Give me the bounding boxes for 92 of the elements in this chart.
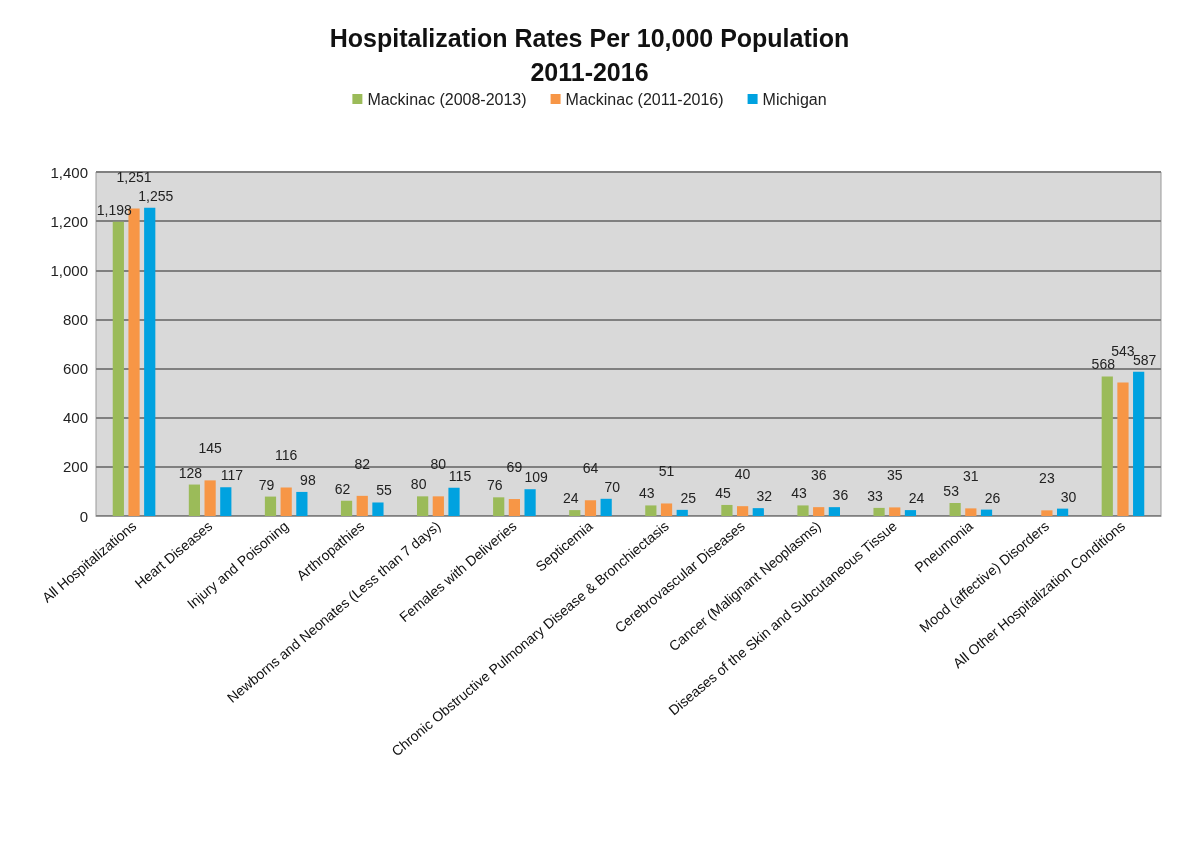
bar [417,496,429,516]
data-label: 1,251 [116,168,152,185]
bar [949,502,961,516]
data-label: 62 [334,480,351,497]
bar [1041,510,1053,516]
bar [660,503,673,516]
data-label: 79 [258,476,275,493]
data-label: 109 [524,469,548,486]
bar [676,509,688,516]
data-label: 43 [791,485,807,502]
data-label: 117 [220,467,244,484]
y-tick-label: 1,400 [50,163,88,181]
bar [296,491,308,516]
bar [980,509,993,516]
y-tick-label: 200 [62,458,88,476]
data-label: 43 [639,485,655,502]
data-label: 568 [1091,356,1116,373]
legend-label: Mackinac (2008-2013) [367,90,527,108]
legend-label: Michigan [762,90,827,108]
bar [904,510,917,516]
bar [1101,376,1113,516]
data-label: 76 [486,477,503,494]
data-label: 98 [300,471,316,488]
bar [220,487,232,516]
data-label: 33 [867,487,884,504]
data-label: 145 [198,440,222,457]
bar [356,495,368,516]
bar [721,504,733,516]
bar [524,489,536,516]
data-label: 128 [178,464,203,481]
data-label: 55 [376,482,392,499]
bar [873,507,885,516]
y-tick-label: 600 [62,360,88,378]
data-label: 36 [832,487,849,504]
data-label: 53 [943,482,960,499]
data-label: 45 [715,484,731,501]
bar [264,496,277,516]
bar [508,499,520,516]
bar [797,505,809,516]
bar [188,484,201,516]
bar [493,497,505,516]
y-tick-label: 800 [62,310,88,328]
chart-title: Hospitalization Rates Per 10,000 Population 2011-2016 [329,24,850,86]
data-label: 24 [908,490,925,507]
bar [600,498,612,516]
bar [965,508,977,516]
legend-label: Mackinac (2011-2016) [565,90,724,108]
y-tick-label: 1,000 [50,261,88,279]
data-label: 80 [430,456,447,473]
data-label: 40 [734,466,751,483]
bar [752,508,764,516]
bar [372,502,384,516]
bar [828,507,840,516]
bar [112,221,124,516]
data-label: 30 [1060,488,1077,505]
bar [204,480,216,516]
bar [144,207,156,516]
data-label: 82 [354,455,371,472]
bar [889,507,901,516]
y-tick-label: 0 [79,507,88,525]
data-label: 35 [886,467,903,484]
bar [432,496,444,516]
data-label: 80 [410,476,427,493]
data-label: 26 [984,489,1001,506]
data-label: 24 [562,490,579,507]
data-label: 23 [1039,470,1055,487]
bar [1117,382,1129,516]
bar [340,500,353,516]
bar [280,487,292,516]
data-label: 543 [1111,342,1135,359]
bar [645,505,657,516]
data-label: 51 [658,463,675,480]
data-label: 1,255 [138,187,174,204]
data-label: 36 [810,467,827,484]
data-label: 25 [680,489,697,506]
data-label: 1,198 [96,201,133,218]
data-label: 70 [604,478,621,495]
bar [737,506,749,516]
data-label: 31 [963,468,979,485]
data-label: 116 [275,447,298,464]
bar [584,500,597,516]
y-tick-label: 1,200 [50,212,88,230]
bar [448,487,460,516]
bar [1056,508,1069,516]
data-label: 115 [448,467,472,484]
bar [1133,371,1145,516]
bar [813,507,825,516]
data-label: 64 [582,460,599,477]
data-label: 32 [756,488,773,505]
y-tick-label: 400 [62,409,88,427]
data-label: 69 [506,459,523,476]
bar [569,510,581,516]
